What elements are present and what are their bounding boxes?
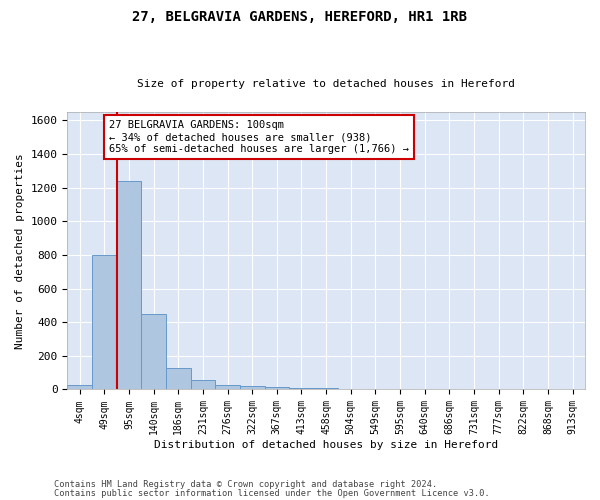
Bar [67,386,92,390]
Bar [92,255,116,390]
Text: Contains HM Land Registry data © Crown copyright and database right 2024.: Contains HM Land Registry data © Crown c… [54,480,437,489]
Text: 27, BELGRAVIA GARDENS, HEREFORD, HR1 1RB: 27, BELGRAVIA GARDENS, HEREFORD, HR1 1RB [133,10,467,24]
X-axis label: Distribution of detached houses by size in Hereford: Distribution of detached houses by size … [154,440,498,450]
Bar [265,387,289,390]
Text: Contains public sector information licensed under the Open Government Licence v3: Contains public sector information licen… [54,488,490,498]
Text: 27 BELGRAVIA GARDENS: 100sqm
← 34% of detached houses are smaller (938)
65% of s: 27 BELGRAVIA GARDENS: 100sqm ← 34% of de… [109,120,409,154]
Bar [191,380,215,390]
Bar [289,388,314,390]
Title: Size of property relative to detached houses in Hereford: Size of property relative to detached ho… [137,79,515,89]
Bar [240,386,265,390]
Bar [116,181,141,390]
Bar [314,388,338,390]
Bar [141,314,166,390]
Bar [215,385,240,390]
Y-axis label: Number of detached properties: Number of detached properties [15,153,25,348]
Bar [166,368,191,390]
